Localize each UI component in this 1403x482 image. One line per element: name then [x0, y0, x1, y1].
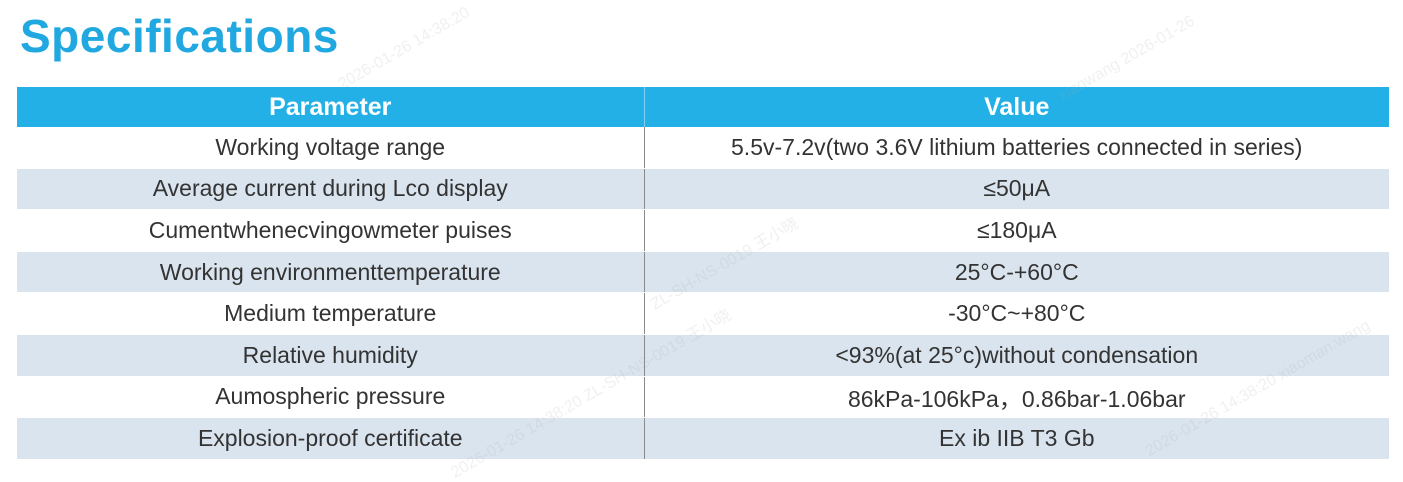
table-row: Cumentwhenecvingowmeter puises ≤180μA — [17, 209, 1389, 252]
parameter-cell: Medium temperature — [17, 292, 645, 335]
table-row: Working environmenttemperature 25°C-+60°… — [17, 251, 1389, 294]
specifications-table: Parameter Value Working voltage range 5.… — [17, 87, 1389, 460]
parameter-cell: Aumospheric pressure — [17, 376, 645, 419]
table-body: Working voltage range 5.5v-7.2v(two 3.6V… — [17, 127, 1389, 460]
column-header-parameter: Parameter — [17, 87, 645, 127]
parameter-cell: Relative humidity — [17, 334, 645, 377]
table-header-row: Parameter Value — [17, 87, 1389, 127]
table-row: Aumospheric pressure 86kPa-106kPa，0.86ba… — [17, 376, 1389, 419]
value-cell: 86kPa-106kPa，0.86bar-1.06bar — [644, 376, 1389, 419]
watermark-text: 2026-01-26 14:38:20 — [335, 4, 473, 94]
value-cell: 25°C-+60°C — [644, 251, 1389, 294]
table-row: Working voltage range 5.5v-7.2v(two 3.6V… — [17, 127, 1389, 169]
value-cell: ≤50μA — [644, 168, 1389, 211]
table-row: Explosion-proof certificate Ex ib IIB T3… — [17, 417, 1389, 460]
value-cell: -30°C~+80°C — [644, 292, 1389, 335]
column-header-value: Value — [644, 87, 1389, 127]
table-row: Average current during Lco display ≤50μA — [17, 168, 1389, 211]
parameter-cell: Average current during Lco display — [17, 168, 645, 211]
table-header: Parameter Value — [17, 87, 1389, 127]
table-row: Relative humidity <93%(at 25°c)without c… — [17, 334, 1389, 377]
value-cell: Ex ib IIB T3 Gb — [644, 417, 1389, 460]
parameter-cell: Cumentwhenecvingowmeter puises — [17, 209, 645, 252]
page-title: Specifications — [20, 10, 339, 62]
value-cell: <93%(at 25°c)without condensation — [644, 334, 1389, 377]
parameter-cell: Working voltage range — [17, 127, 645, 169]
table-row: Medium temperature -30°C~+80°C — [17, 292, 1389, 335]
parameter-cell: Explosion-proof certificate — [17, 417, 645, 460]
value-cell: 5.5v-7.2v(two 3.6V lithium batteries con… — [644, 127, 1389, 169]
parameter-cell: Working environmenttemperature — [17, 251, 645, 294]
value-cell: ≤180μA — [644, 209, 1389, 252]
